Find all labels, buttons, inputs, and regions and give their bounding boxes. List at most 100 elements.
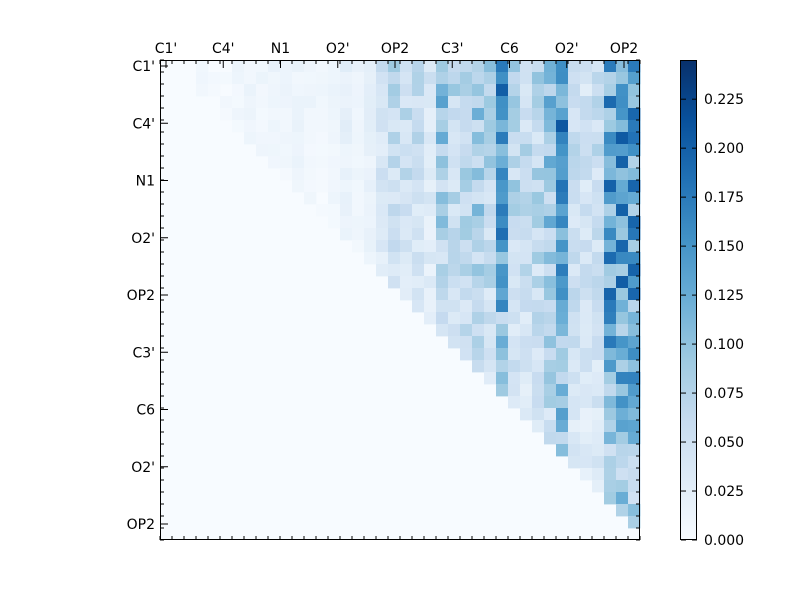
heatmap-cell [388,228,401,241]
heatmap-cell [388,264,401,277]
heatmap-cell [424,204,437,217]
colorbar-tick-label: 0.025 [704,484,744,500]
heatmap-cell [472,276,485,289]
heatmap-cell [484,324,497,337]
heatmap-cell [280,84,293,97]
heatmap-cell [592,372,605,385]
heatmap-cell [628,72,641,85]
heatmap-cell [496,360,509,373]
heatmap-cell [376,72,389,85]
heatmap-cell [556,168,569,181]
heatmap-cell [400,96,413,109]
heatmap-cell [484,240,497,253]
heatmap-cell [484,288,497,301]
heatmap-cell [460,288,473,301]
heatmap-cell [376,96,389,109]
heatmap-cell [628,96,641,109]
heatmap-cell [628,384,641,397]
heatmap-cell [532,396,545,409]
heatmap-cell [340,144,353,157]
heatmap-cell [556,96,569,109]
heatmap-cell [532,192,545,205]
heatmap-cell [628,240,641,253]
heatmap-cell [448,300,461,313]
heatmap-cell [412,108,425,121]
heatmap-cell [532,72,545,85]
heatmap-cell [220,96,233,109]
heatmap-cell [520,144,533,157]
heatmap-cell [364,132,377,145]
heatmap-cell [580,444,593,457]
heatmap-cell [628,420,641,433]
colorbar-gradient [680,60,697,540]
heatmap-cell [508,108,521,121]
heatmap-cell [244,96,257,109]
heatmap-cell [472,168,485,181]
heatmap-cell [340,180,353,193]
heatmap-cell [556,60,569,73]
heatmap-cell [496,252,509,265]
heatmap-cell [544,312,557,325]
heatmap-cell [448,228,461,241]
heatmap-cell [520,288,533,301]
heatmap-cell [628,516,641,529]
heatmap-cell [604,408,617,421]
heatmap-cell [580,288,593,301]
heatmap-cell [520,348,533,361]
heatmap-cell [328,216,341,229]
y-tick-label: C1' [132,59,155,75]
heatmap-cell [460,168,473,181]
heatmap-cell [568,96,581,109]
colorbar-tick-label: 0.175 [704,190,744,206]
heatmap-cell [616,240,629,253]
heatmap-cell [628,168,641,181]
heatmap-cell [628,456,641,469]
heatmap-cell [592,456,605,469]
heatmap-cell [484,372,497,385]
heatmap-cell [496,96,509,109]
heatmap-cell [424,96,437,109]
heatmap-cell [604,480,617,493]
heatmap-cell [232,96,245,109]
heatmap-cell [508,132,521,145]
heatmap-cell [556,348,569,361]
heatmap-cell [592,180,605,193]
heatmap-cell [592,144,605,157]
heatmap-cell [544,264,557,277]
heatmap-cell [244,72,257,85]
heatmap-cell [604,312,617,325]
heatmap-cell [616,132,629,145]
heatmap-cell [580,300,593,313]
heatmap-cell [556,420,569,433]
heatmap-cell [376,192,389,205]
heatmap-cell [568,408,581,421]
heatmap-cell [376,240,389,253]
heatmap-cell [472,180,485,193]
heatmap-cell [328,108,341,121]
heatmap-cell [304,72,317,85]
heatmap-cell [436,240,449,253]
heatmap-cell [508,156,521,169]
heatmap-cell [616,60,629,73]
heatmap-cell [604,264,617,277]
heatmap-cell [388,96,401,109]
heatmap-cell [508,180,521,193]
heatmap-cell [292,168,305,181]
heatmap-cell [628,264,641,277]
heatmap-cell [556,192,569,205]
heatmap-cell [328,144,341,157]
heatmap-cell [580,120,593,133]
heatmap-cell [580,432,593,445]
heatmap-cell [256,96,269,109]
heatmap-cell [508,348,521,361]
heatmap-cell [460,240,473,253]
heatmap-cell [304,120,317,133]
heatmap-cell [556,72,569,85]
heatmap-cell [472,96,485,109]
heatmap-cell [484,144,497,157]
heatmap-cell [568,312,581,325]
heatmap-cell [424,192,437,205]
heatmap-cell [580,468,593,481]
heatmap-cell [400,192,413,205]
heatmap-cell [448,312,461,325]
